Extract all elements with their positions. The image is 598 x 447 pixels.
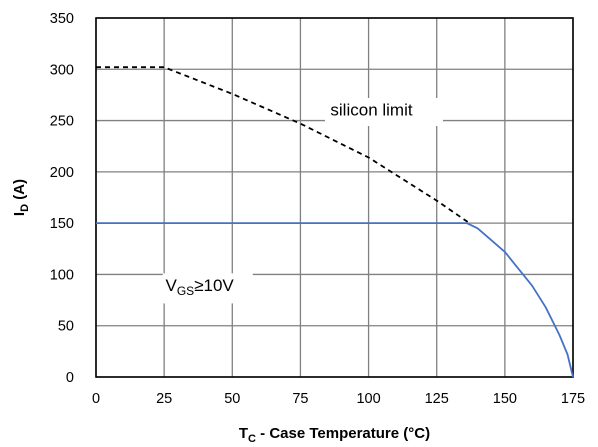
x-axis-title: TC - Case Temperature (°C) bbox=[239, 425, 430, 445]
x-tick-label: 50 bbox=[224, 391, 240, 407]
silicon-limit-line bbox=[96, 66, 470, 224]
y-axis-title: ID (A) bbox=[11, 179, 31, 216]
y-tick-labels: 0 50 100 150 200 250 300 350 bbox=[50, 11, 74, 386]
x-axis-title-sub: C bbox=[248, 433, 256, 445]
y-tick-label: 250 bbox=[50, 114, 74, 130]
y-axis-title-sub: D bbox=[19, 204, 31, 212]
y-axis-title-rest: (A) bbox=[11, 179, 28, 204]
x-tick-label: 0 bbox=[92, 391, 100, 407]
y-tick-label: 0 bbox=[66, 370, 74, 386]
plot-frame bbox=[95, 17, 574, 378]
y-axis-title-main: I bbox=[11, 212, 28, 216]
x-axis-title-rest: - Case Temperature (°C) bbox=[256, 425, 430, 442]
silicon-limit-label-bg bbox=[324, 98, 443, 127]
y-tick-label: 150 bbox=[50, 216, 74, 232]
chart-series bbox=[96, 66, 574, 378]
y-tick-label: 100 bbox=[50, 267, 74, 283]
vgs-label-main: V bbox=[166, 276, 178, 295]
x-tick-label: 175 bbox=[561, 391, 585, 407]
x-axis-title-main: T bbox=[239, 425, 248, 442]
x-tick-label: 75 bbox=[292, 391, 308, 407]
x-tick-label: 125 bbox=[425, 391, 449, 407]
x-tick-label: 150 bbox=[493, 391, 517, 407]
x-tick-label: 100 bbox=[356, 391, 380, 407]
silicon-limit-label: silicon limit bbox=[330, 100, 412, 119]
x-tick-labels: 0 25 50 75 100 125 150 175 bbox=[92, 391, 585, 407]
y-tick-label: 200 bbox=[50, 165, 74, 181]
vgs-label-rest: ≥10V bbox=[194, 276, 234, 295]
vgs-label-sub: GS bbox=[177, 284, 194, 298]
x-tick-label: 25 bbox=[156, 391, 172, 407]
chart-grid bbox=[95, 17, 574, 378]
vgs-label: VGS≥10V bbox=[166, 276, 235, 298]
current-limit-line bbox=[96, 222, 574, 378]
y-tick-label: 350 bbox=[50, 11, 74, 27]
y-tick-label: 300 bbox=[50, 62, 74, 78]
vgs-label-bg bbox=[162, 273, 253, 304]
y-tick-label: 50 bbox=[58, 319, 74, 335]
